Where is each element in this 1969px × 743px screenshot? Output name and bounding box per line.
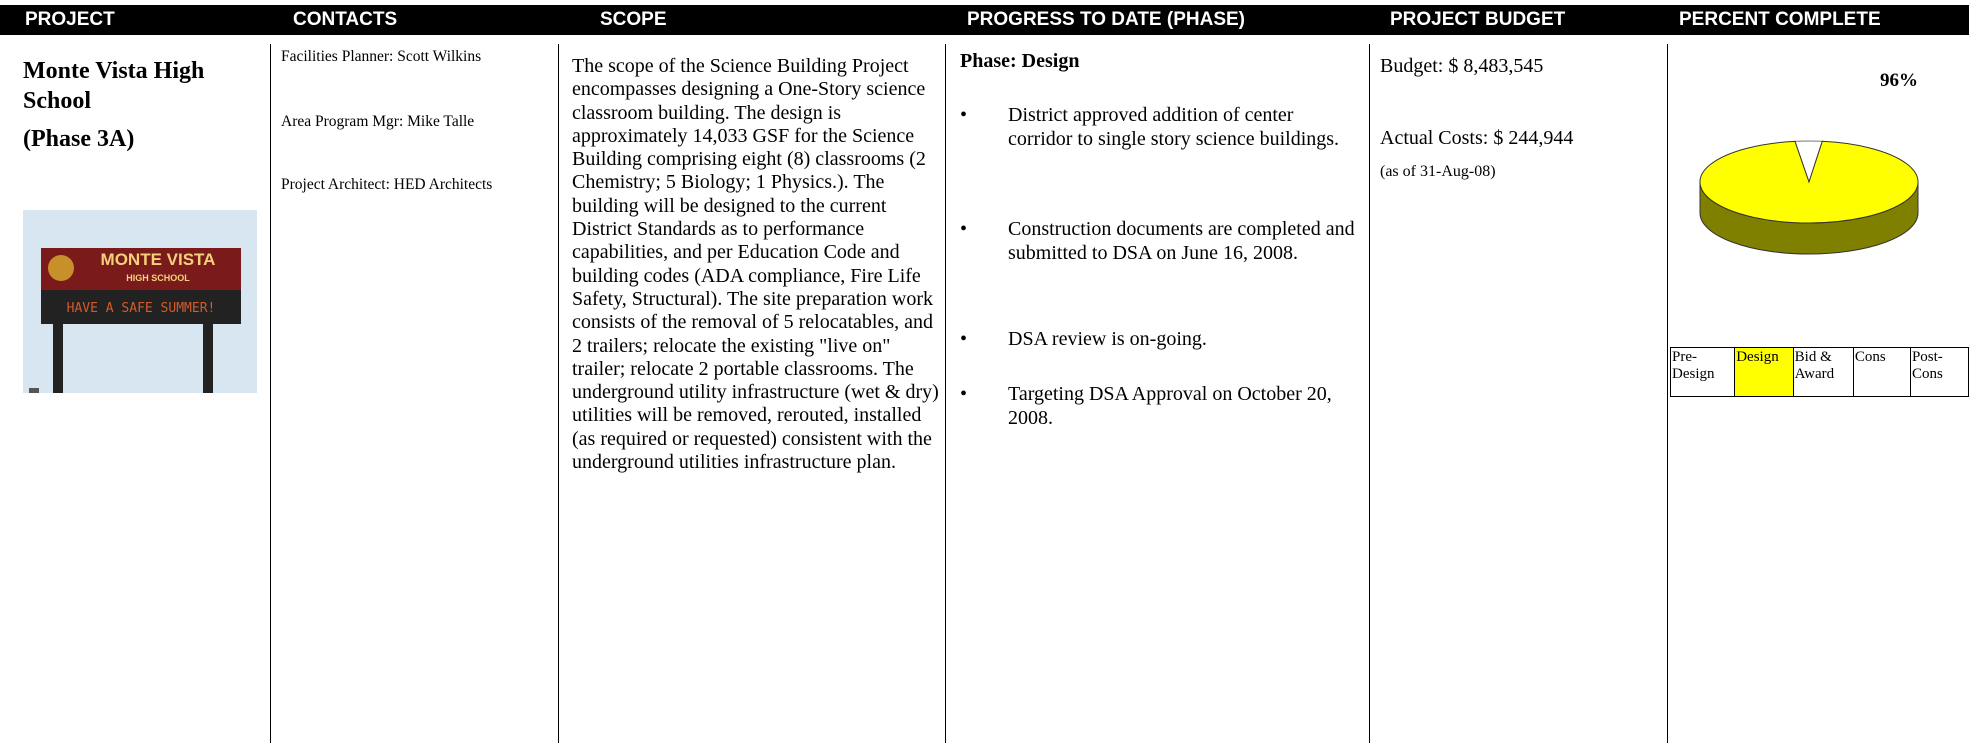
project-photo: MONTE VISTA HIGH SCHOOL HAVE A SAFE SUMM…	[23, 210, 257, 393]
sign-subtitle: HIGH SCHOOL	[126, 273, 190, 283]
progress-item: Targeting DSA Approval on October 20, 20…	[1008, 383, 1332, 429]
as-of-date: (as of 31-Aug-08)	[1380, 163, 1496, 180]
bullet: •	[960, 328, 968, 350]
sign-message: HAVE A SAFE SUMMER!	[67, 301, 216, 316]
progress-item: Construction documents are completed and…	[1008, 218, 1355, 264]
stage-cell: Design	[1734, 347, 1794, 397]
header-cell: PROGRESS TO DATE (PHASE)	[967, 9, 1245, 30]
header-cell: PROJECT BUDGET	[1390, 9, 1566, 30]
contact: Project Architect: HED Architects	[281, 176, 493, 193]
header-cell: PROJECT	[25, 9, 115, 30]
column-border	[945, 44, 946, 743]
project-phase: (Phase 3A)	[23, 126, 135, 152]
bullet: •	[960, 218, 968, 240]
actual-costs: Actual Costs: $ 244,944	[1380, 127, 1574, 149]
sign-title: MONTE VISTA	[101, 250, 216, 269]
header-cell: CONTACTS	[293, 9, 398, 30]
progress-item: District approved addition of center cor…	[1008, 104, 1340, 150]
budget: Budget: $ 8,483,545	[1380, 55, 1544, 77]
column-border	[1667, 44, 1668, 743]
phase-label: Phase: Design	[960, 50, 1080, 72]
contact: Area Program Mgr: Mike Talle	[281, 113, 475, 130]
contact: Facilities Planner: Scott Wilkins	[281, 48, 482, 65]
stage-cell: Pre-Design	[1669, 347, 1736, 397]
header-bar: PROJECT CONTACTS SCOPE PROGRESS TO DATE …	[0, 5, 1969, 35]
stage-table: Pre-Design Design Bid & Award Cons Post-Cons	[1669, 347, 1969, 397]
project-name: Monte Vista High School	[23, 58, 205, 114]
column-border	[558, 44, 559, 743]
percent-label: 96%	[1880, 70, 1918, 91]
bullet: •	[960, 104, 968, 126]
header-cell: PERCENT COMPLETE	[1679, 9, 1881, 30]
stage-cell: Bid & Award	[1792, 347, 1854, 397]
pie-slice	[1699, 140, 1919, 224]
header-cell: SCOPE	[600, 9, 667, 30]
stage-cell: Post-Cons	[1909, 347, 1969, 397]
stage-cell: Cons	[1852, 347, 1911, 397]
column-border	[1369, 44, 1370, 743]
progress-item: DSA review is on-going.	[1008, 328, 1207, 350]
column-border	[270, 44, 271, 743]
bullet: •	[960, 383, 968, 405]
percent-chart: 96%	[1699, 70, 1919, 255]
scope-text: The scope of the Science Building Projec…	[572, 55, 939, 474]
